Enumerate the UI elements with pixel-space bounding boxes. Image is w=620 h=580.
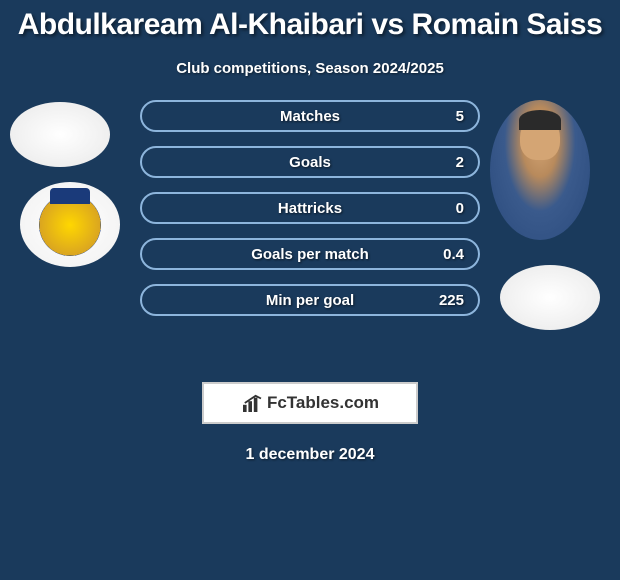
season-subtitle: Club competitions, Season 2024/2025 (0, 60, 620, 77)
stat-label: Goals (289, 154, 331, 171)
stat-label: Matches (280, 108, 340, 125)
comparison-title: Abdulkaream Al-Khaibari vs Romain Saiss (0, 0, 620, 42)
stat-row-matches: Matches 5 (140, 100, 480, 132)
player-right-photo (490, 100, 590, 240)
stat-label: Min per goal (266, 292, 354, 309)
stat-value: 5 (456, 108, 464, 125)
club-badge-icon (39, 194, 101, 256)
player-left-avatar-placeholder (10, 102, 110, 167)
snapshot-date: 1 december 2024 (0, 446, 620, 464)
player-right-club-badge-placeholder (500, 265, 600, 330)
chart-icon (241, 394, 263, 412)
stat-value: 0.4 (443, 246, 464, 263)
stat-label: Goals per match (251, 246, 369, 263)
source-branding[interactable]: FcTables.com (202, 382, 418, 424)
stat-row-goals-per-match: Goals per match 0.4 (140, 238, 480, 270)
stat-row-goals: Goals 2 (140, 146, 480, 178)
stat-row-hattricks: Hattricks 0 (140, 192, 480, 224)
stat-value: 0 (456, 200, 464, 217)
stat-label: Hattricks (278, 200, 342, 217)
comparison-main: Matches 5 Goals 2 Hattricks 0 Goals per … (0, 112, 620, 372)
stat-value: 2 (456, 154, 464, 171)
stats-container: Matches 5 Goals 2 Hattricks 0 Goals per … (140, 100, 480, 330)
branding-text: FcTables.com (267, 393, 379, 413)
stat-row-min-per-goal: Min per goal 225 (140, 284, 480, 316)
stat-value: 225 (439, 292, 464, 309)
player-left-club-badge (20, 182, 120, 267)
